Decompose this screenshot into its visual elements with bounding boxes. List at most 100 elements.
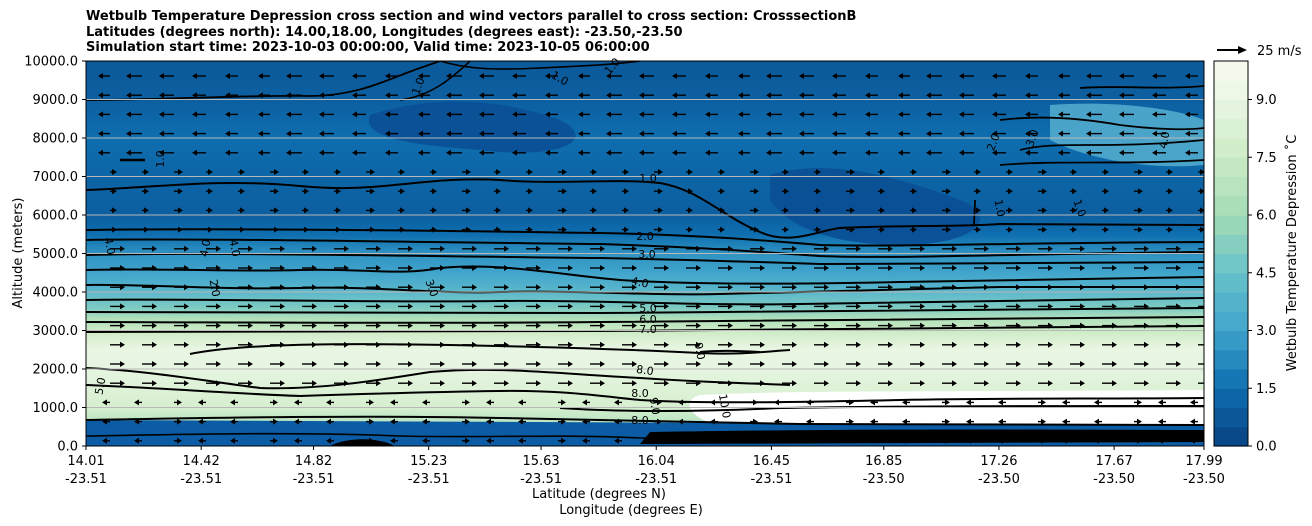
- wind-vector-head: [728, 361, 733, 367]
- wind-vector-head: [98, 111, 103, 118]
- contour-label: 4.0: [630, 274, 650, 290]
- wind-vector-head: [592, 226, 597, 233]
- wind-vector-head: [720, 226, 725, 233]
- wind-vector-head: [592, 207, 597, 214]
- wind-vector-head: [672, 73, 677, 79]
- wind-vector-head: [216, 322, 221, 329]
- wind-vector-head: [754, 169, 759, 175]
- wind-vector-head: [888, 245, 893, 252]
- wind-vector-head: [408, 380, 413, 387]
- wind-vector-head: [658, 207, 663, 214]
- wind-vector-head: [952, 303, 957, 310]
- wind-vector-head: [390, 437, 395, 444]
- wind-vector-head: [112, 188, 117, 195]
- wind-vector-head: [865, 111, 870, 118]
- wind-vector-head: [582, 418, 587, 425]
- wind-vector-head: [120, 245, 125, 252]
- wind-vector-head: [312, 265, 317, 271]
- wind-vector-head: [352, 149, 357, 156]
- wind-vector-head: [385, 149, 390, 156]
- wind-vector-head: [1058, 130, 1063, 137]
- colorbar-band: [1214, 157, 1248, 178]
- wind-vector-head: [1137, 399, 1142, 406]
- wind-vector-head: [766, 73, 771, 79]
- wind-vector-head: [472, 245, 477, 252]
- wind-vector-head: [230, 399, 235, 406]
- wind-vector-head: [536, 341, 541, 348]
- wind-vector-head: [1144, 265, 1149, 271]
- wind-vector-head: [225, 130, 230, 137]
- wind-vector-head: [528, 188, 533, 195]
- wind-vector-head: [1058, 149, 1063, 156]
- wind-vector-head: [432, 169, 437, 175]
- x-tick-label-lon: -23.50: [1093, 472, 1135, 487]
- wind-vector-head: [545, 111, 550, 118]
- wind-vector-head: [920, 380, 925, 387]
- wind-vector-head: [1208, 361, 1213, 367]
- wind-vector-head: [385, 130, 390, 137]
- wind-vector-head: [280, 341, 285, 348]
- wind-vector-head: [1094, 399, 1099, 406]
- wind-vector-head: [824, 284, 829, 291]
- wind-vector-head: [1016, 284, 1021, 291]
- wind-vector-head: [1048, 361, 1053, 367]
- contour-line: [1019, 139, 1204, 151]
- contour-label: 10.0: [716, 393, 733, 419]
- wind-vector-head: [1119, 92, 1124, 99]
- wind-vector-head: [562, 188, 567, 195]
- wind-vector-head: [312, 303, 317, 310]
- wind-vector-head: [422, 418, 427, 425]
- wind-vector-head: [658, 226, 663, 233]
- wind-vector-head: [1008, 226, 1013, 233]
- wind-vector-head: [102, 437, 107, 444]
- colorbar-tick-label: 9.0: [1256, 93, 1277, 108]
- wind-vector-head: [952, 361, 957, 367]
- wind-vector-head: [466, 226, 471, 233]
- wind-vector-head: [720, 188, 725, 195]
- wind-vector-head: [856, 284, 861, 291]
- wind-vector-head: [614, 418, 619, 425]
- wind-vector-head: [518, 437, 523, 444]
- contour-line: [86, 265, 1204, 285]
- wind-vector-head: [400, 207, 405, 214]
- wind-vector-head: [1152, 73, 1157, 79]
- contour-label: 2.0: [984, 132, 1002, 153]
- wind-vector-head: [512, 92, 517, 99]
- wind-vector-head: [1158, 437, 1163, 444]
- wind-vector-head: [479, 73, 484, 79]
- wind-vector-head: [678, 418, 683, 425]
- wind-vector-head: [504, 265, 509, 271]
- wind-vector-head: [466, 169, 471, 175]
- wind-vector-head: [1041, 418, 1046, 425]
- wind-vector-head: [1016, 380, 1021, 387]
- wind-vector-head: [606, 130, 611, 137]
- colorbar-tick-label: 7.5: [1256, 151, 1277, 166]
- wind-vector-head: [466, 188, 471, 195]
- y-tick-label: 5000.0: [33, 247, 79, 262]
- wind-vector-head: [479, 92, 484, 99]
- wind-vector-head: [248, 284, 253, 291]
- wind-vector-head: [1158, 418, 1163, 425]
- wind-vector-head: [496, 188, 501, 195]
- wind-vector-head: [102, 418, 107, 425]
- wind-vector-head: [738, 92, 743, 99]
- wind-vector-head: [710, 437, 715, 444]
- wind-vector-head: [738, 130, 743, 137]
- contour-line: [999, 116, 1204, 131]
- wind-vector-head: [728, 322, 733, 329]
- wind-vector-head: [184, 322, 189, 329]
- wind-vector-head: [1200, 188, 1204, 195]
- wind-vector-head: [1016, 303, 1021, 310]
- wind-vector-head: [1138, 207, 1143, 214]
- wind-vector-head: [159, 149, 164, 156]
- wind-vector-head: [1119, 111, 1124, 118]
- wind-vector-head: [1025, 149, 1030, 156]
- wind-vector-head: [440, 341, 445, 348]
- wind-vector-head: [216, 380, 221, 387]
- wind-vector-head: [664, 341, 669, 348]
- wind-vector-head: [294, 399, 299, 406]
- x-axis-label-latitude: Latitude (degrees N): [532, 487, 666, 502]
- wind-vector-head: [192, 130, 197, 137]
- wind-vector-head: [582, 437, 587, 444]
- wind-vector-head: [766, 92, 771, 99]
